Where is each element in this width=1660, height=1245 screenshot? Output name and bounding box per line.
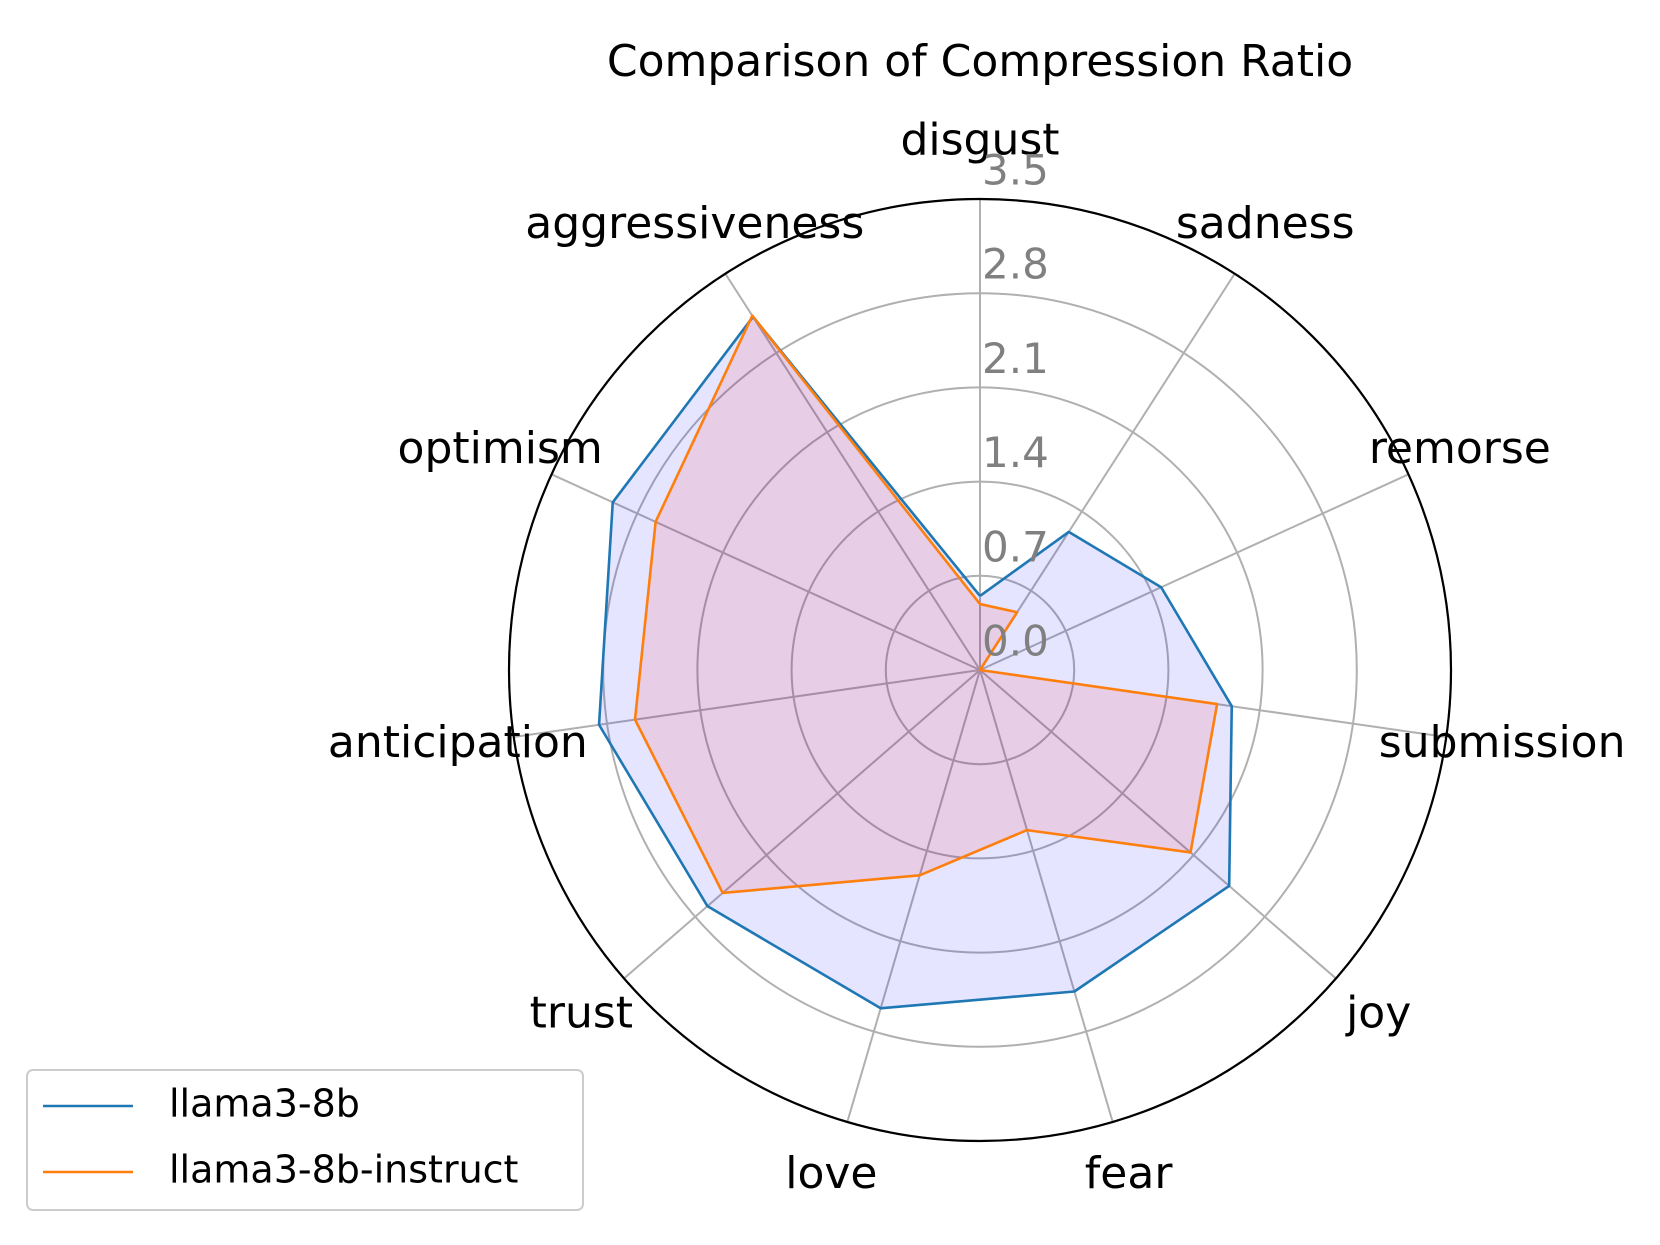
spoke <box>979 669 1114 1123</box>
r-tick-label: 2.1 <box>982 334 1049 383</box>
series-line <box>597 315 1234 1010</box>
chart-title: Comparison of Compression Ratio <box>607 36 1353 87</box>
frame <box>507 197 1453 1143</box>
category-label: remorse <box>1369 423 1551 474</box>
category-label: trust <box>530 987 633 1038</box>
category-label: anticipation <box>328 717 588 768</box>
category-label: fear <box>1085 1148 1174 1199</box>
category-label: aggressiveness <box>525 198 864 249</box>
category-label: love <box>785 1148 877 1199</box>
r-tick-label: 3.5 <box>982 146 1049 195</box>
spoke <box>979 473 1409 671</box>
category-label: optimism <box>398 423 603 474</box>
spoke <box>979 669 1337 980</box>
legend-label: llama3-8b <box>169 1082 360 1126</box>
r-tick-label: 2.8 <box>982 240 1049 289</box>
category-label: disgust <box>900 114 1059 165</box>
series-line <box>633 314 1219 895</box>
category-label: submission <box>1379 717 1626 768</box>
spoke <box>513 669 981 739</box>
category-label: sadness <box>1176 198 1355 249</box>
legend-label: llama3-8b-instruct <box>169 1148 518 1192</box>
spoke <box>623 669 981 980</box>
r-tick-label: 0.7 <box>982 522 1049 571</box>
category-label: joy <box>1345 987 1411 1038</box>
spoke <box>551 473 981 671</box>
spoke <box>846 669 981 1123</box>
r-tick-label: 1.4 <box>982 428 1049 477</box>
legend-box <box>26 1069 584 1211</box>
series-area <box>635 315 1218 893</box>
spoke <box>724 273 981 671</box>
r-tick-label: 0.0 <box>982 617 1049 666</box>
spoke <box>979 273 1236 671</box>
